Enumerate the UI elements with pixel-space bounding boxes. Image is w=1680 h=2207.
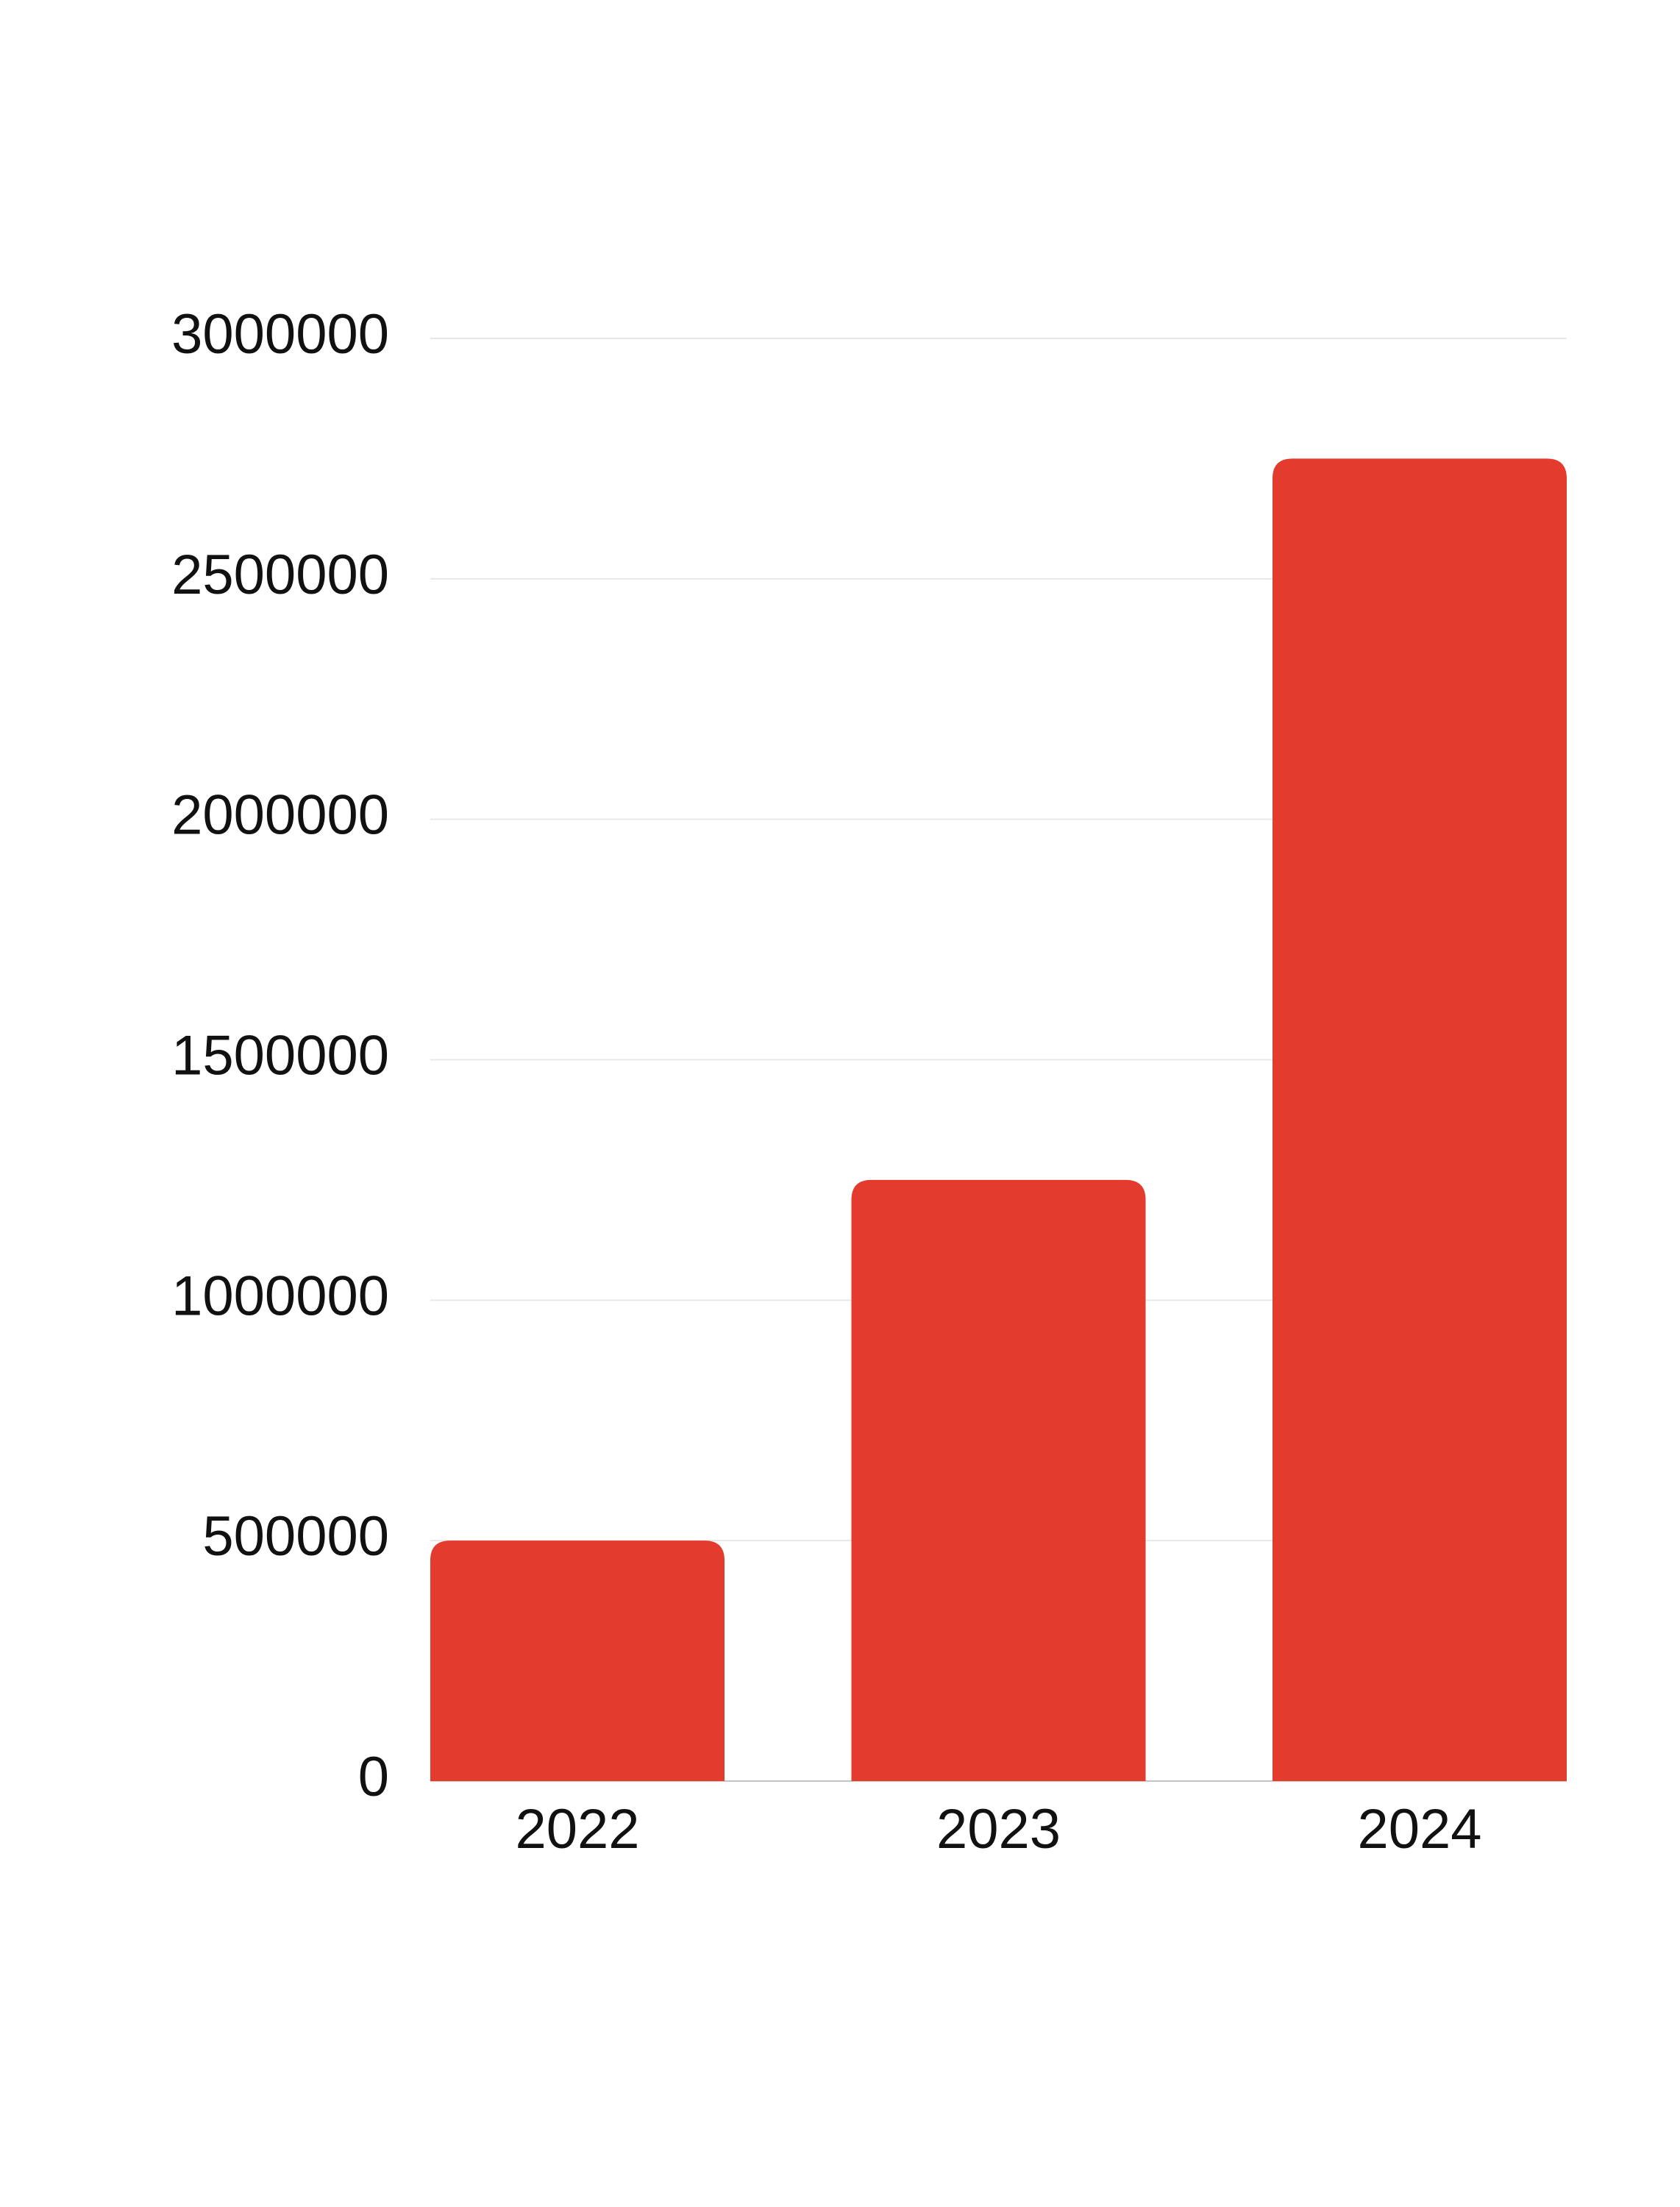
bar xyxy=(1273,458,1567,1781)
bar xyxy=(851,1179,1146,1781)
bar xyxy=(430,1540,725,1781)
y-tick-label: 1500000 xyxy=(171,1025,389,1087)
y-tick-label: 3000000 xyxy=(171,303,389,366)
x-tick-label: 2024 xyxy=(1357,1798,1481,1861)
y-tick-label: 0 xyxy=(358,1746,389,1808)
y-tick-label: 1000000 xyxy=(171,1265,389,1327)
x-tick-label: 2022 xyxy=(515,1798,639,1861)
y-tick-label: 500000 xyxy=(202,1505,389,1568)
y-tick-label: 2500000 xyxy=(171,544,389,606)
y-tick-label: 2000000 xyxy=(171,784,389,847)
x-tick-label: 2023 xyxy=(936,1798,1061,1861)
